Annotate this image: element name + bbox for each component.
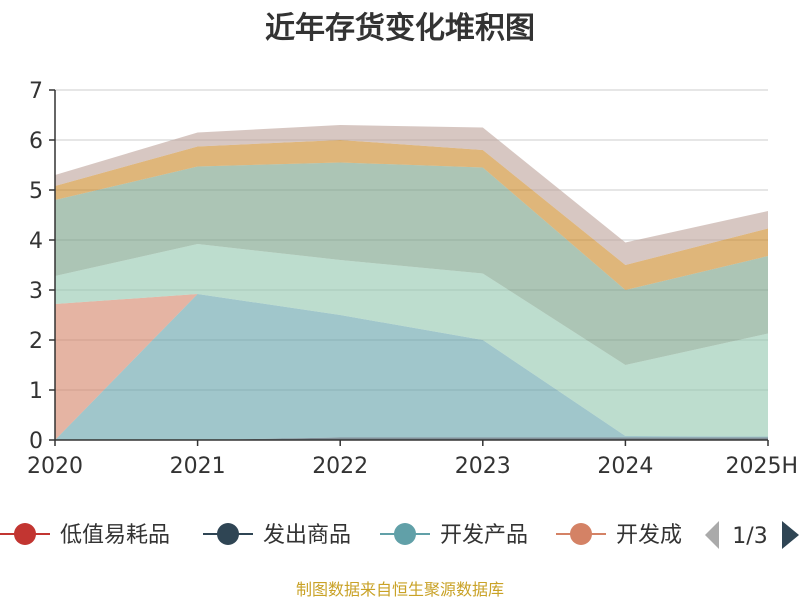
area-layers bbox=[55, 125, 768, 440]
area-series-7 bbox=[55, 125, 768, 265]
legend-pager: 1/3 bbox=[705, 521, 799, 549]
pager-next-icon[interactable] bbox=[782, 521, 799, 549]
y-tick-label: 5 bbox=[29, 179, 43, 204]
x-tick-label: 2025H bbox=[725, 454, 798, 479]
legend-label: 低值易耗品 bbox=[60, 523, 170, 548]
area-series-6 bbox=[55, 140, 768, 290]
legend-item[interactable]: 发出商品 bbox=[203, 523, 351, 548]
legend-marker bbox=[394, 523, 416, 545]
axes bbox=[54, 90, 768, 441]
legend-label: 开发产品 bbox=[440, 523, 528, 548]
legend-label: 发出商品 bbox=[263, 523, 351, 548]
area-series-5 bbox=[55, 162, 768, 365]
y-tick-labels: 0 1 2 3 4 5 6 7 bbox=[29, 79, 55, 454]
legend-label: 开发成 bbox=[616, 523, 682, 548]
area-series-3 bbox=[55, 294, 768, 440]
legend-item[interactable]: 开发产品 bbox=[380, 523, 528, 548]
y-tick-label: 3 bbox=[29, 279, 43, 304]
x-tick-labels: 2020 2021 2022 2023 2024 2025H bbox=[27, 440, 798, 479]
y-tick-label: 6 bbox=[29, 129, 43, 154]
legend: 低值易耗品 发出商品 开发产品 开发成 bbox=[0, 523, 682, 548]
legend-item[interactable]: 低值易耗品 bbox=[0, 523, 170, 548]
x-tick-label: 2021 bbox=[170, 454, 226, 479]
y-tick-label: 7 bbox=[29, 79, 43, 104]
y-tick-label: 1 bbox=[29, 379, 43, 404]
legend-marker bbox=[14, 523, 36, 545]
y-tick-label: 4 bbox=[29, 229, 43, 254]
area-series-2 bbox=[55, 294, 768, 440]
pager-page-text: 1/3 bbox=[732, 524, 767, 549]
legend-item[interactable]: 开发成 bbox=[556, 523, 682, 548]
x-tick-label: 2020 bbox=[27, 454, 83, 479]
y-tick-label: 0 bbox=[29, 429, 43, 454]
y-tick-label: 2 bbox=[29, 329, 43, 354]
x-tick-label: 2023 bbox=[455, 454, 511, 479]
area-series-4 bbox=[55, 244, 768, 437]
x-tick-label: 2024 bbox=[597, 454, 653, 479]
source-note: 制图数据来自恒生聚源数据库 bbox=[296, 580, 504, 599]
pager-prev-icon[interactable] bbox=[705, 521, 719, 549]
chart-title: 近年存货变化堆积图 bbox=[265, 11, 535, 46]
legend-marker bbox=[217, 523, 239, 545]
x-tick-label: 2022 bbox=[312, 454, 368, 479]
legend-marker bbox=[570, 523, 592, 545]
